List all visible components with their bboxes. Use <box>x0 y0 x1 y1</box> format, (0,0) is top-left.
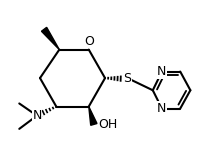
Text: N: N <box>157 102 167 115</box>
Text: N: N <box>32 109 42 122</box>
Text: S: S <box>123 72 131 85</box>
Polygon shape <box>41 27 59 50</box>
Text: N: N <box>157 65 167 78</box>
Text: OH: OH <box>98 118 118 131</box>
Text: O: O <box>84 35 94 48</box>
Polygon shape <box>89 107 97 125</box>
